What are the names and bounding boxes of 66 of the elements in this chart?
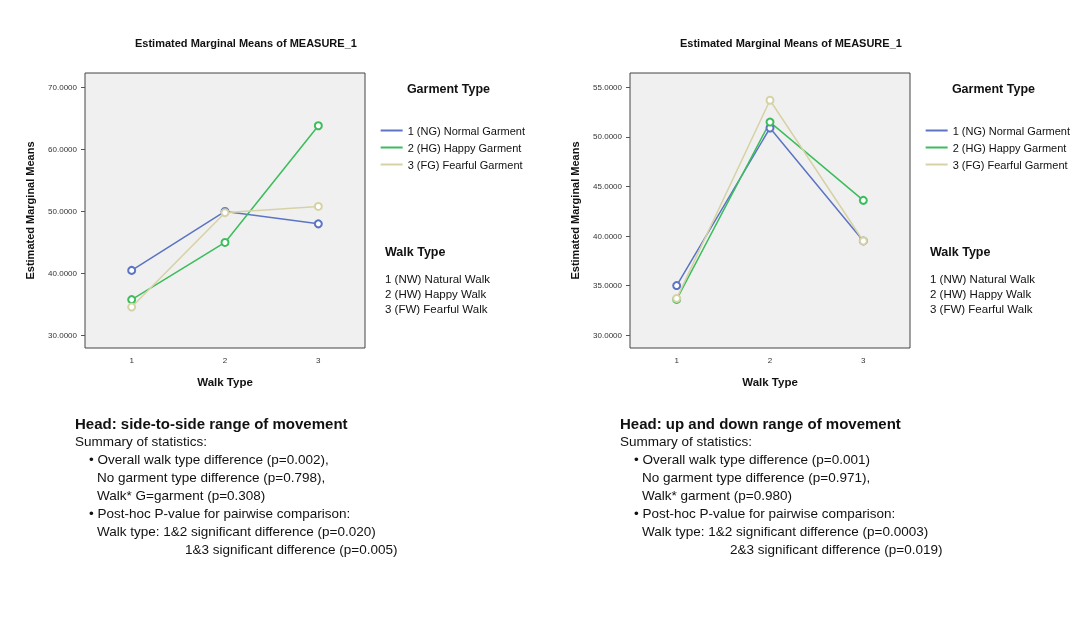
- y-tick-label: 55.0000: [593, 82, 623, 92]
- point: [313, 201, 323, 211]
- text: 2 (HW) Happy Walk: [385, 287, 488, 302]
- point: [127, 295, 137, 305]
- text: Head: side-to-side range of movement: [75, 415, 349, 433]
- point: [313, 219, 323, 229]
- text: • Overall walk type difference (p=0.001): [633, 451, 871, 469]
- x-tick-label: 2: [222, 355, 228, 365]
- text: Walk Type: [930, 245, 992, 260]
- legend-label: 2 (HG) Happy Garment: [952, 141, 1067, 154]
- text: 1 (NW) Natural Walk: [385, 272, 490, 287]
- point: [313, 121, 323, 131]
- legend-title: Garment Type: [406, 81, 491, 96]
- text: Walk type: 1&2 significant difference (p=0.0003): [641, 523, 930, 541]
- text: No garment type difference (p=0.798),: [96, 469, 327, 487]
- y-axis-title: Estimated Marginal Means: [568, 141, 581, 280]
- text: 3 (FW) Fearful Walk: [385, 302, 489, 317]
- text: No garment type difference (p=0.971),: [641, 469, 872, 487]
- y-tick-label: 40.0000: [48, 269, 78, 279]
- x-axis-title: Walk Type: [742, 376, 798, 388]
- text: • Overall walk type difference (p=0.002),: [88, 451, 330, 469]
- text: • Post-hoc P-value for pairwise comparison:: [88, 505, 352, 523]
- legend-label: 2 (HG) Happy Garment: [407, 141, 522, 154]
- text: 2 (HW) Happy Walk: [930, 287, 1033, 302]
- text: Head: up and down range of movement: [620, 415, 902, 433]
- point: [765, 117, 775, 127]
- y-tick-label: 50.0000: [48, 206, 78, 216]
- legend-label: 3 (FG) Fearful Garment: [952, 158, 1068, 171]
- point: [127, 302, 137, 312]
- text: Walk* garment (p=0.980): [641, 487, 793, 505]
- y-axis-title: Estimated Marginal Means: [23, 141, 36, 280]
- x-axis-title: Walk Type: [197, 376, 253, 388]
- x-tick-label: 3: [316, 355, 322, 365]
- point: [672, 281, 682, 291]
- point: [220, 237, 230, 247]
- y-tick-label: 30.0000: [593, 330, 623, 340]
- text: 3 (FW) Fearful Walk: [930, 302, 1034, 317]
- point: [127, 265, 137, 275]
- text: 2&3 significant difference (p=0.019): [729, 541, 943, 559]
- y-tick-label: 70.0000: [48, 82, 78, 92]
- y-tick-label: 45.0000: [593, 181, 623, 191]
- y-tick-label: 30.0000: [48, 331, 78, 341]
- chart-title: Estimated Marginal Means of MEASURE_1: [135, 36, 357, 49]
- x-tick-label: 3: [861, 355, 867, 365]
- legend-title: Garment Type: [951, 81, 1036, 96]
- legend-label: 1 (NG) Normal Garment: [407, 124, 526, 137]
- point: [765, 95, 775, 105]
- x-tick-label: 1: [129, 355, 135, 365]
- y-tick-label: 40.0000: [593, 231, 623, 241]
- text: 1 (NW) Natural Walk: [930, 272, 1035, 287]
- text: Walk* G=garment (p=0.308): [96, 487, 267, 505]
- text: Summary of statistics:: [620, 433, 754, 451]
- point: [858, 195, 868, 205]
- y-tick-label: 60.0000: [48, 144, 78, 154]
- x-tick-label: 2: [767, 355, 773, 365]
- x-tick-label: 1: [674, 355, 680, 365]
- chart-title: Estimated Marginal Means of MEASURE_1: [680, 36, 902, 49]
- text: Walk type: 1&2 significant difference (p=0.020): [96, 523, 377, 541]
- text: 1&3 significant difference (p=0.005): [184, 541, 398, 559]
- y-tick-label: 35.0000: [593, 281, 623, 291]
- text: Summary of statistics:: [75, 433, 209, 451]
- text: • Post-hoc P-value for pairwise comparison:: [633, 505, 897, 523]
- legend-label: 3 (FG) Fearful Garment: [407, 158, 523, 171]
- text: Walk Type: [385, 245, 447, 260]
- y-tick-label: 50.0000: [593, 132, 623, 142]
- legend-label: 1 (NG) Normal Garment: [952, 124, 1071, 137]
